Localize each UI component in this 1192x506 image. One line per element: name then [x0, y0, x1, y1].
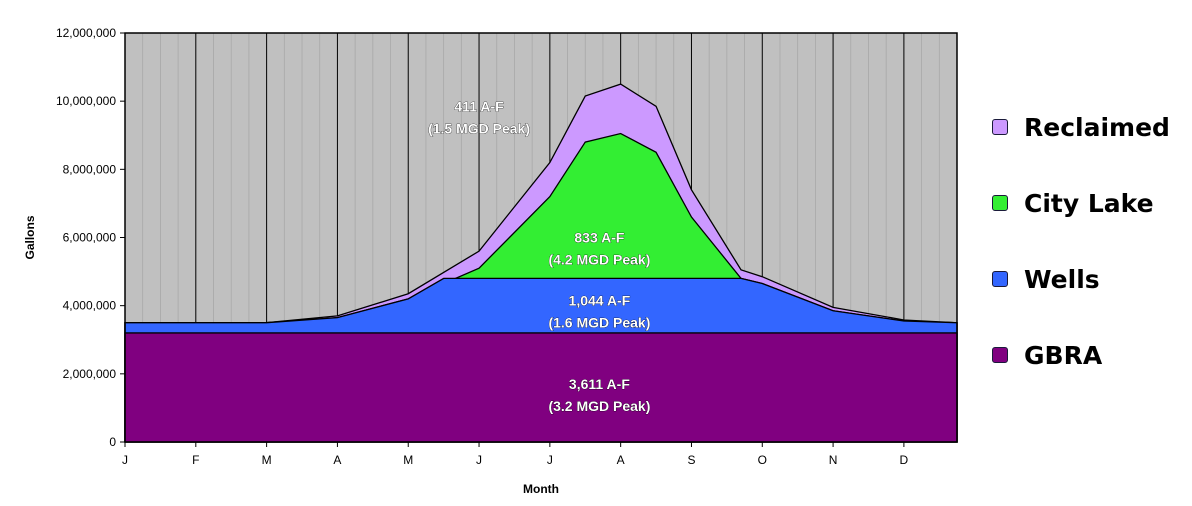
- y-axis-title: Gallons: [23, 215, 37, 259]
- area-annotation: 833 A-F (4.2 MGD Peak): [548, 230, 650, 268]
- legend-swatch-city-lake: [992, 195, 1008, 211]
- x-axis-title: Month: [523, 482, 559, 496]
- area-annotation-line: 833 A-F: [574, 230, 625, 246]
- y-tick-label: 0: [109, 435, 116, 449]
- x-tick-label: O: [758, 453, 767, 467]
- legend-item-reclaimed: Reclaimed: [992, 108, 1187, 146]
- y-tick-label: 2,000,000: [63, 367, 117, 381]
- area-annotation: 3,611 A-F (3.2 MGD Peak): [548, 376, 650, 414]
- x-tick-label: S: [687, 453, 695, 467]
- y-axis: 0 2,000,000 4,000,000 6,000,000 8,000,000 10,…: [56, 26, 125, 449]
- x-tick-label: J: [122, 453, 128, 467]
- legend-label-city-lake: City Lake: [1024, 188, 1154, 218]
- legend-label-gbra: GBRA: [1024, 340, 1103, 370]
- y-tick-label: 6,000,000: [63, 231, 117, 245]
- legend-label-reclaimed: Reclaimed: [1024, 112, 1170, 142]
- area-annotation-line: (4.2 MGD Peak): [548, 252, 650, 268]
- legend-label-wells: Wells: [1024, 264, 1100, 294]
- area-annotation-line: 411 A-F: [454, 98, 504, 114]
- area-annotation-line: (3.2 MGD Peak): [548, 398, 650, 414]
- legend-item-wells: Wells: [992, 260, 1187, 298]
- area-annotation-line: (1.6 MGD Peak): [548, 315, 650, 331]
- area-annotation: 1,044 A-F (1.6 MGD Peak): [548, 293, 650, 331]
- area-annotation-line: (1.5 MGD Peak): [428, 120, 530, 136]
- area-series: [124, 83, 958, 443]
- x-tick-label: A: [333, 453, 341, 467]
- area-gbra: [124, 332, 958, 443]
- x-tick-label: M: [262, 453, 272, 467]
- y-tick-label: 10,000,000: [56, 94, 116, 108]
- y-tick-label: 4,000,000: [63, 299, 117, 313]
- legend-item-city-lake: City Lake: [992, 184, 1187, 222]
- x-tick-label: J: [547, 453, 553, 467]
- y-tick-label: 12,000,000: [56, 26, 116, 40]
- stacked-area-chart: 0 2,000,000 4,000,000 6,000,000 8,000,000 10,…: [23, 26, 958, 496]
- legend: Reclaimed City Lake Wells GBRA: [992, 108, 1187, 412]
- area-annotation-line: 3,611 A-F: [569, 376, 630, 392]
- y-tick-label: 8,000,000: [63, 162, 117, 176]
- x-tick-label: D: [900, 453, 909, 467]
- area-annotation: 411 A-F (1.5 MGD Peak): [428, 98, 530, 136]
- area-annotations: 411 A-F (1.5 MGD Peak) 833 A-F (4.2 MGD Pea…: [428, 98, 651, 414]
- x-tick-label: A: [617, 453, 625, 467]
- x-tick-label: M: [403, 453, 413, 467]
- x-tick-label: F: [192, 453, 199, 467]
- legend-swatch-gbra: [992, 347, 1008, 363]
- x-tick-label: N: [829, 453, 838, 467]
- legend-item-gbra: GBRA: [992, 336, 1187, 374]
- legend-swatch-reclaimed: [992, 119, 1008, 135]
- area-annotation-line: 1,044 A-F: [569, 293, 631, 309]
- x-tick-label: J: [476, 453, 482, 467]
- legend-swatch-wells: [992, 271, 1008, 287]
